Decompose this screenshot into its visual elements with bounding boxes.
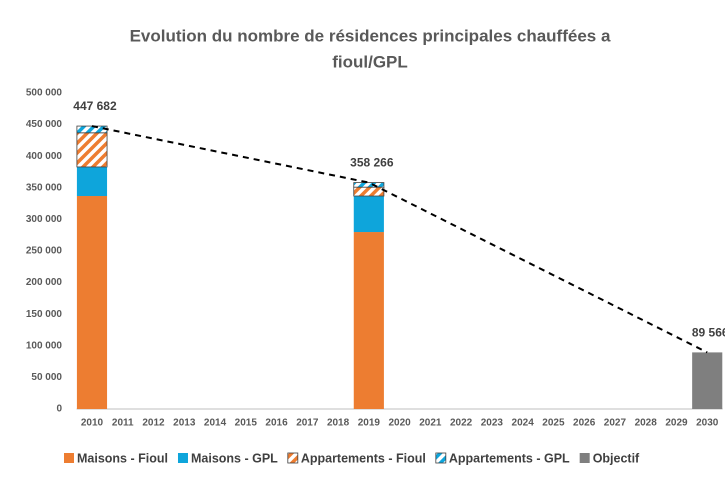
legend-item: Maisons - Fioul — [64, 451, 168, 465]
x-tick-label: 2010 — [81, 418, 104, 429]
x-tick-label: 2018 — [327, 418, 350, 429]
bar-segment — [353, 196, 384, 233]
x-tick-label: 2023 — [481, 418, 504, 429]
x-tick-label: 2021 — [419, 418, 442, 429]
legend-swatch — [64, 453, 74, 463]
legend-swatch — [177, 453, 188, 463]
bar-segment — [353, 182, 385, 188]
data-label: 358 266 — [350, 156, 394, 170]
y-tick-label: 500 000 — [26, 88, 63, 99]
x-tick-label: 2011 — [112, 418, 134, 429]
legend-label: Appartements - Fioul — [301, 451, 426, 465]
x-tick-label: 2012 — [142, 418, 165, 429]
x-tick-label: 2030 — [696, 418, 719, 429]
y-tick-label: 300 000 — [26, 214, 63, 225]
legend-label: Maisons - GPL — [191, 451, 278, 465]
legend-label: Maisons - Fioul — [77, 451, 168, 465]
bar-segment — [76, 166, 108, 197]
x-tick-label: 2027 — [604, 418, 627, 429]
x-tick-label: 2020 — [388, 418, 411, 429]
y-tick-label: 200 000 — [26, 277, 63, 288]
legend-label: Objectif — [593, 451, 640, 465]
y-tick-label: 150 000 — [26, 309, 63, 320]
y-tick-label: 350 000 — [26, 182, 63, 193]
y-tick-label: 50 000 — [31, 372, 62, 383]
data-label: 89 566 — [692, 326, 725, 340]
x-tick-label: 2017 — [296, 418, 319, 429]
x-tick-label: 2015 — [235, 418, 258, 429]
x-tick-label: 2024 — [512, 418, 535, 429]
x-tick-label: 2028 — [635, 418, 658, 429]
legend-item: Maisons - GPL — [177, 451, 278, 465]
x-tick-label: 2016 — [265, 418, 288, 429]
legend-item: Objectif — [579, 451, 640, 465]
legend-item: Appartements - Fioul — [287, 451, 426, 465]
legend-swatch — [287, 452, 299, 464]
x-tick-label: 2013 — [173, 418, 196, 429]
x-tick-label: 2026 — [573, 418, 596, 429]
legend-label: Appartements - GPL — [449, 451, 570, 465]
bar-segment — [76, 132, 108, 168]
y-tick-label: 250 000 — [26, 246, 63, 257]
y-tick-label: 400 000 — [26, 151, 63, 162]
legend-swatch — [579, 453, 590, 463]
bar-segment — [353, 186, 385, 197]
legend-swatch — [435, 452, 447, 464]
x-tick-label: 2019 — [358, 418, 381, 429]
data-label: 447 682 — [73, 99, 117, 113]
x-tick-label: 2014 — [204, 418, 227, 429]
y-tick-label: 0 — [56, 404, 62, 415]
x-tick-label: 2029 — [665, 418, 688, 429]
x-tick-label: 2025 — [542, 418, 565, 429]
x-tick-label: 2022 — [450, 418, 473, 429]
legend-item: Appartements - GPL — [435, 451, 570, 465]
y-tick-label: 450 000 — [26, 119, 63, 130]
bar-segment — [692, 352, 723, 409]
chart-title: fioul/GPL — [332, 52, 408, 71]
y-tick-label: 100 000 — [26, 340, 63, 351]
bar-segment — [353, 232, 384, 409]
trend-line — [91, 125, 708, 354]
chart-title: Evolution du nombre de résidences princi… — [130, 26, 611, 45]
bar-segment — [76, 196, 108, 409]
